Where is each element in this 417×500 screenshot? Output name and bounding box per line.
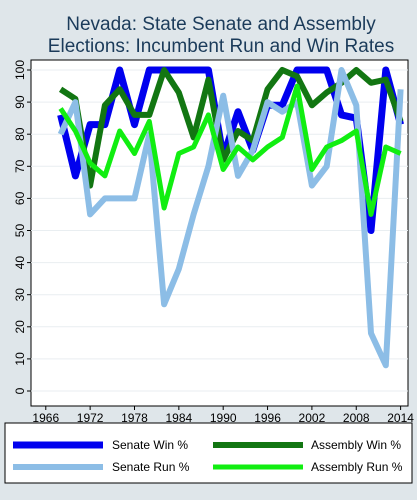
chart-title-line-2: Elections: Incumbent Run and Win Rates [48, 36, 394, 57]
y-tick-label-70: 70 [13, 159, 27, 173]
x-tick-label-1984: 1984 [165, 411, 192, 425]
y-tick-label-80: 80 [13, 127, 27, 141]
legend-label-2: Assembly Win % [311, 438, 401, 452]
y-tick-label-100: 100 [13, 60, 27, 80]
x-tick-label-2014: 2014 [387, 411, 414, 425]
series-line-4 [58, 83, 402, 217]
x-tick-label-1990: 1990 [210, 411, 237, 425]
y-tick-label-0: 0 [13, 387, 27, 394]
y-tick-label-60: 60 [13, 191, 27, 205]
legend-box [4, 422, 413, 484]
x-tick-label-1972: 1972 [77, 411, 104, 425]
series-lines [57, 66, 404, 369]
y-tick-label-40: 40 [13, 256, 27, 270]
legend: Senate Win % Assembly Win % Senate Run % As… [13, 438, 403, 474]
chart-title-line-1: Nevada: State Senate and Assembly [66, 14, 376, 35]
y-tick-label-10: 10 [13, 352, 27, 366]
y-tick-label-30: 30 [13, 288, 27, 302]
legend-label-1: Senate Win % [112, 438, 188, 452]
x-tick-label-1966: 1966 [32, 411, 59, 425]
y-tick-label-50: 50 [13, 224, 27, 238]
x-tick-label-2002: 2002 [299, 411, 326, 425]
y-tick-label-20: 20 [13, 320, 27, 334]
x-tick-label-1978: 1978 [121, 411, 148, 425]
x-tick-label-1996: 1996 [254, 411, 281, 425]
series-line-3 [57, 67, 404, 369]
legend-label-4: Assembly Run % [311, 460, 403, 474]
x-tick-label-2008: 2008 [343, 411, 370, 425]
y-tick-label-90: 90 [13, 95, 27, 109]
axes: 0 10 20 30 40 50 60 70 80 90 100 1966 1972 1978 1984 19… [13, 60, 414, 425]
legend-label-3: Senate Run % [112, 460, 190, 474]
